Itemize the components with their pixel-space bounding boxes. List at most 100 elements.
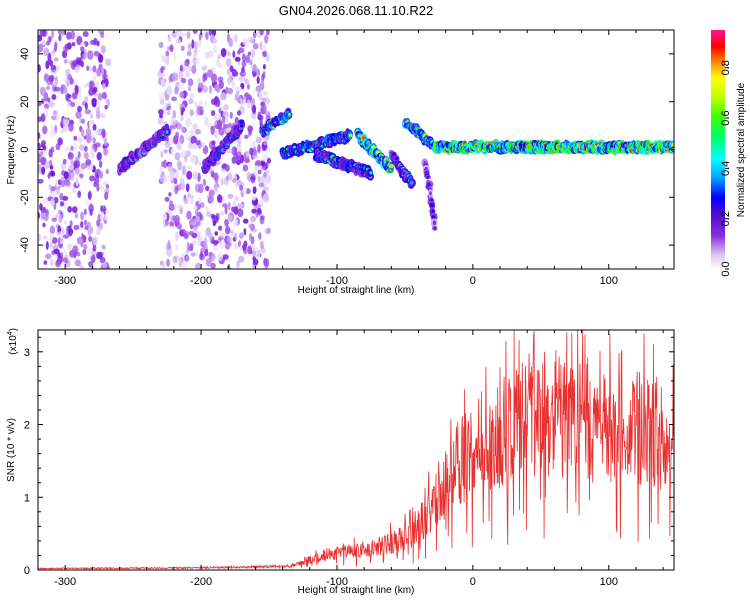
noise-speck [234,56,241,62]
noise-speck [73,224,80,231]
noise-speck [188,98,194,105]
noise-speck [58,216,63,223]
noise-speck [236,94,242,103]
x-tick-label: 0 [470,275,476,287]
noise-speck [219,232,226,239]
noise-speck [252,88,256,94]
noise-speck [68,164,74,170]
noise-speck [191,142,198,150]
noise-speck [42,145,47,151]
noise-speck [234,71,239,77]
noise-speck [99,211,104,221]
noise-speck [83,219,88,226]
noise-speck [193,48,199,54]
noise-speck [223,176,229,186]
noise-speck [40,156,47,166]
noise-speck [224,164,230,172]
noise-speck [257,111,262,120]
noise-speck [175,231,179,242]
noise-speck [69,220,73,228]
noise-speck [197,87,202,93]
noise-speck [213,240,218,247]
chart-title: GN04.2026.068.11.10.R22 [279,3,433,18]
noise-speck [224,218,229,227]
noise-speck [71,171,75,178]
noise-speck [43,260,48,265]
noise-speck [61,250,67,255]
noise-speck [63,171,69,180]
noise-speck [67,243,73,251]
noise-speck [184,154,188,163]
noise-speck [96,31,100,40]
noise-speck [267,55,270,61]
noise-speck [189,109,194,117]
noise-speck [227,172,233,181]
noise-speck [185,150,191,158]
noise-speck [97,54,104,63]
noise-speck [215,113,220,121]
noise-speck [214,182,218,192]
noise-speck [196,57,200,64]
noise-speck [160,72,166,78]
feature-cell [426,175,430,179]
noise-speck [44,103,50,110]
noise-speck [220,48,227,58]
noise-speck [73,135,78,141]
noise-speck [257,249,261,258]
y-tick-label: 1 [24,492,30,504]
noise-speck [192,240,197,246]
noise-speck [226,37,231,43]
noise-speck [242,218,249,224]
noise-speck [204,116,209,126]
noise-speck [238,240,242,248]
noise-speck [198,40,202,45]
noise-speck [38,116,43,123]
noise-speck [265,174,272,184]
noise-speck [223,104,229,111]
noise-speck [229,111,233,119]
noise-speck [167,240,171,250]
noise-speck [266,157,272,164]
noise-speck [238,76,245,82]
noise-speck [208,30,212,36]
noise-speck [184,59,190,67]
noise-speck [69,249,76,258]
noise-speck [180,115,184,122]
noise-speck [49,165,54,170]
noise-speck [167,110,171,116]
noise-speck [228,241,232,247]
noise-speck [206,227,211,236]
noise-speck [162,102,168,109]
noise-speck [174,152,181,161]
colorbar: 0.0 0.2 0.4 0.6 0.8 Normalized spectral ampl… [711,30,747,277]
noise-speck [250,235,255,245]
noise-speck [197,160,202,167]
noise-speck [51,217,57,222]
noise-speck [84,48,88,53]
noise-speck [159,113,163,119]
noise-speck [168,192,172,197]
noise-speck [205,257,212,267]
noise-speck [263,186,269,192]
noise-speck [61,195,69,201]
x-tick-label: -100 [326,275,348,287]
noise-speck [105,169,109,175]
noise-speck [197,231,201,237]
noise-speck [214,231,218,236]
noise-speck [62,49,68,58]
noise-speck [263,104,267,113]
noise-speck [164,196,170,202]
noise-speck [83,152,89,159]
noise-speck [65,180,72,188]
noise-speck [74,167,80,175]
noise-speck [252,31,257,39]
noise-speck [164,55,170,66]
noise-speck [160,150,164,158]
spectrogram-marks [38,30,674,269]
snr-xlabel: Height of straight line (km) [298,585,415,596]
noise-speck [38,101,42,107]
noise-speck [50,69,57,74]
colorbar-tick-label: 0.0 [720,261,732,276]
noise-speck [181,261,188,269]
